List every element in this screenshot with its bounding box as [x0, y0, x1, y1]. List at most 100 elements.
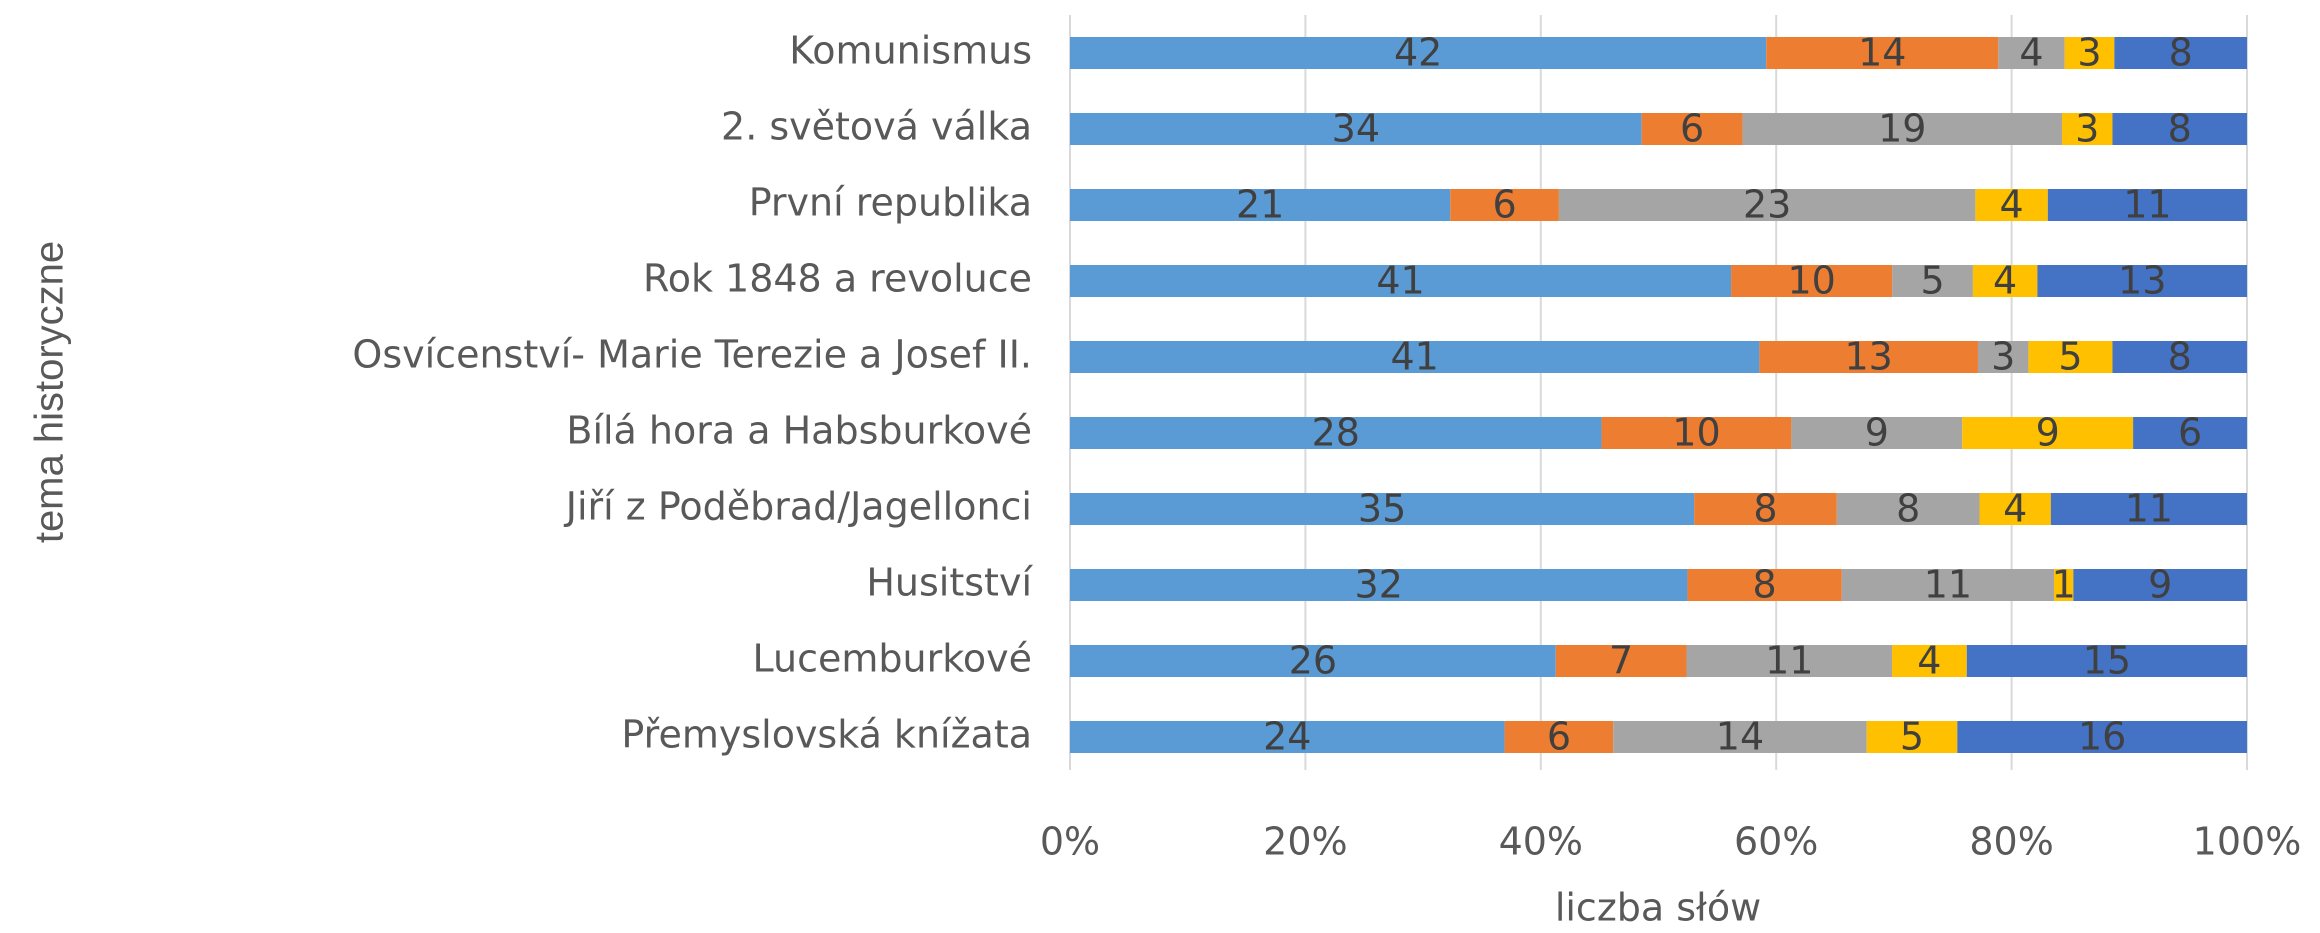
bar-segment	[1742, 113, 2063, 145]
bar-segment	[2112, 113, 2247, 145]
data-label: 9	[1865, 411, 1889, 455]
bar-segment	[2050, 493, 2247, 525]
bar-segment	[2037, 265, 2247, 297]
x-tick-label: 20%	[1263, 820, 1347, 864]
data-label: 5	[1900, 715, 1924, 759]
bar-segment	[1979, 493, 2051, 525]
bar-segment	[1601, 417, 1792, 449]
y-tick-label: 2. světová válka	[721, 105, 1032, 149]
data-label: 13	[1844, 335, 1892, 379]
data-label: 4	[2019, 31, 2043, 75]
bar-segment	[1975, 189, 2048, 221]
y-tick-label: Husitství	[866, 561, 1033, 605]
data-label: 8	[2168, 335, 2192, 379]
data-label: 15	[2083, 639, 2131, 683]
bar-segment	[2114, 37, 2247, 69]
data-label: 10	[1787, 259, 1835, 303]
bar-segment	[1613, 721, 1867, 753]
y-tick-label: Komunismus	[789, 29, 1032, 73]
data-label: 28	[1312, 411, 1360, 455]
data-label: 35	[1358, 487, 1406, 531]
bar-segment	[1070, 37, 1767, 69]
bar-segment	[2062, 113, 2113, 145]
data-label: 4	[2003, 487, 2027, 531]
x-tick-label: 80%	[1969, 820, 2053, 864]
data-label: 4	[1917, 639, 1941, 683]
bar-segment	[1972, 265, 2038, 297]
data-label: 4	[1993, 259, 2017, 303]
data-label: 4	[2000, 183, 2024, 227]
bar-segment	[1766, 37, 1999, 69]
data-label: 41	[1391, 335, 1439, 379]
bar-segment	[1641, 113, 1743, 145]
bar-segment	[2028, 341, 2113, 373]
data-label: 21	[1236, 183, 1284, 227]
data-label: 8	[1896, 487, 1920, 531]
bar-segment	[1558, 189, 1976, 221]
data-label: 1	[2052, 563, 2076, 607]
bar-segment	[1892, 645, 1967, 677]
bar-segment	[1731, 265, 1893, 297]
data-label: 11	[2123, 183, 2171, 227]
x-axis-title: liczba słów	[1555, 886, 1761, 930]
bar-segment	[1694, 493, 1837, 525]
x-tick-label: 60%	[1734, 820, 1818, 864]
bar-segment	[1070, 417, 1602, 449]
data-label: 11	[1924, 563, 1972, 607]
bar-segment	[1866, 721, 1958, 753]
data-label: 7	[1609, 639, 1633, 683]
bar-segment	[1070, 569, 1688, 601]
bar-segment	[1962, 417, 2134, 449]
bar-segment	[1450, 189, 1559, 221]
bar-segment	[1957, 721, 2247, 753]
bar-segment	[1892, 265, 1973, 297]
data-label: 6	[2178, 411, 2202, 455]
data-label: 3	[1991, 335, 2015, 379]
data-label: 8	[1753, 563, 1777, 607]
data-label: 5	[2058, 335, 2082, 379]
bar-segment	[1966, 645, 2247, 677]
bar-segment	[1791, 417, 1963, 449]
bar-segment	[2054, 569, 2074, 601]
data-label: 14	[1716, 715, 1764, 759]
bar-segment	[1977, 341, 2029, 373]
data-label: 6	[1547, 715, 1571, 759]
data-label: 19	[1878, 107, 1926, 151]
bar-segment	[1070, 493, 1695, 525]
bar-segment	[1998, 37, 2065, 69]
data-label: 6	[1680, 107, 1704, 151]
data-label: 34	[1332, 107, 1380, 151]
y-tick-label: Osvícenství- Marie Terezie a Josef II.	[352, 333, 1032, 377]
data-label: 5	[1921, 259, 1945, 303]
x-tick-label: 100%	[2193, 820, 2302, 864]
data-label: 8	[2168, 107, 2192, 151]
data-label: 32	[1355, 563, 1403, 607]
bar-segment	[1555, 645, 1687, 677]
bar-segment	[2112, 341, 2247, 373]
y-axis-title: tema historyczne	[28, 241, 72, 543]
data-label: 26	[1289, 639, 1337, 683]
data-label: 11	[1765, 639, 1813, 683]
bar-segment	[1504, 721, 1614, 753]
bar-segment	[1070, 645, 1556, 677]
data-label: 9	[2036, 411, 2060, 455]
bar-segment	[2047, 189, 2247, 221]
data-label: 10	[1672, 411, 1720, 455]
bar-segment	[2133, 417, 2247, 449]
bar-segment	[1759, 341, 1978, 373]
data-label: 8	[1753, 487, 1777, 531]
bar-segment	[1070, 113, 1642, 145]
bar-segment	[1836, 493, 1980, 525]
y-tick-label: Bílá hora a Habsburkové	[566, 409, 1032, 453]
y-tick-label: Lucemburkové	[753, 637, 1032, 681]
bar-segment	[1687, 569, 1842, 601]
data-label: 23	[1743, 183, 1791, 227]
data-label: 9	[2148, 563, 2172, 607]
y-tick-label: Rok 1848 a revoluce	[643, 257, 1032, 301]
x-tick-label: 40%	[1499, 820, 1583, 864]
bar-segment	[1841, 569, 2055, 601]
y-tick-label: První republika	[749, 181, 1032, 225]
bar-segment	[1070, 265, 1732, 297]
bar-segment	[2064, 37, 2115, 69]
